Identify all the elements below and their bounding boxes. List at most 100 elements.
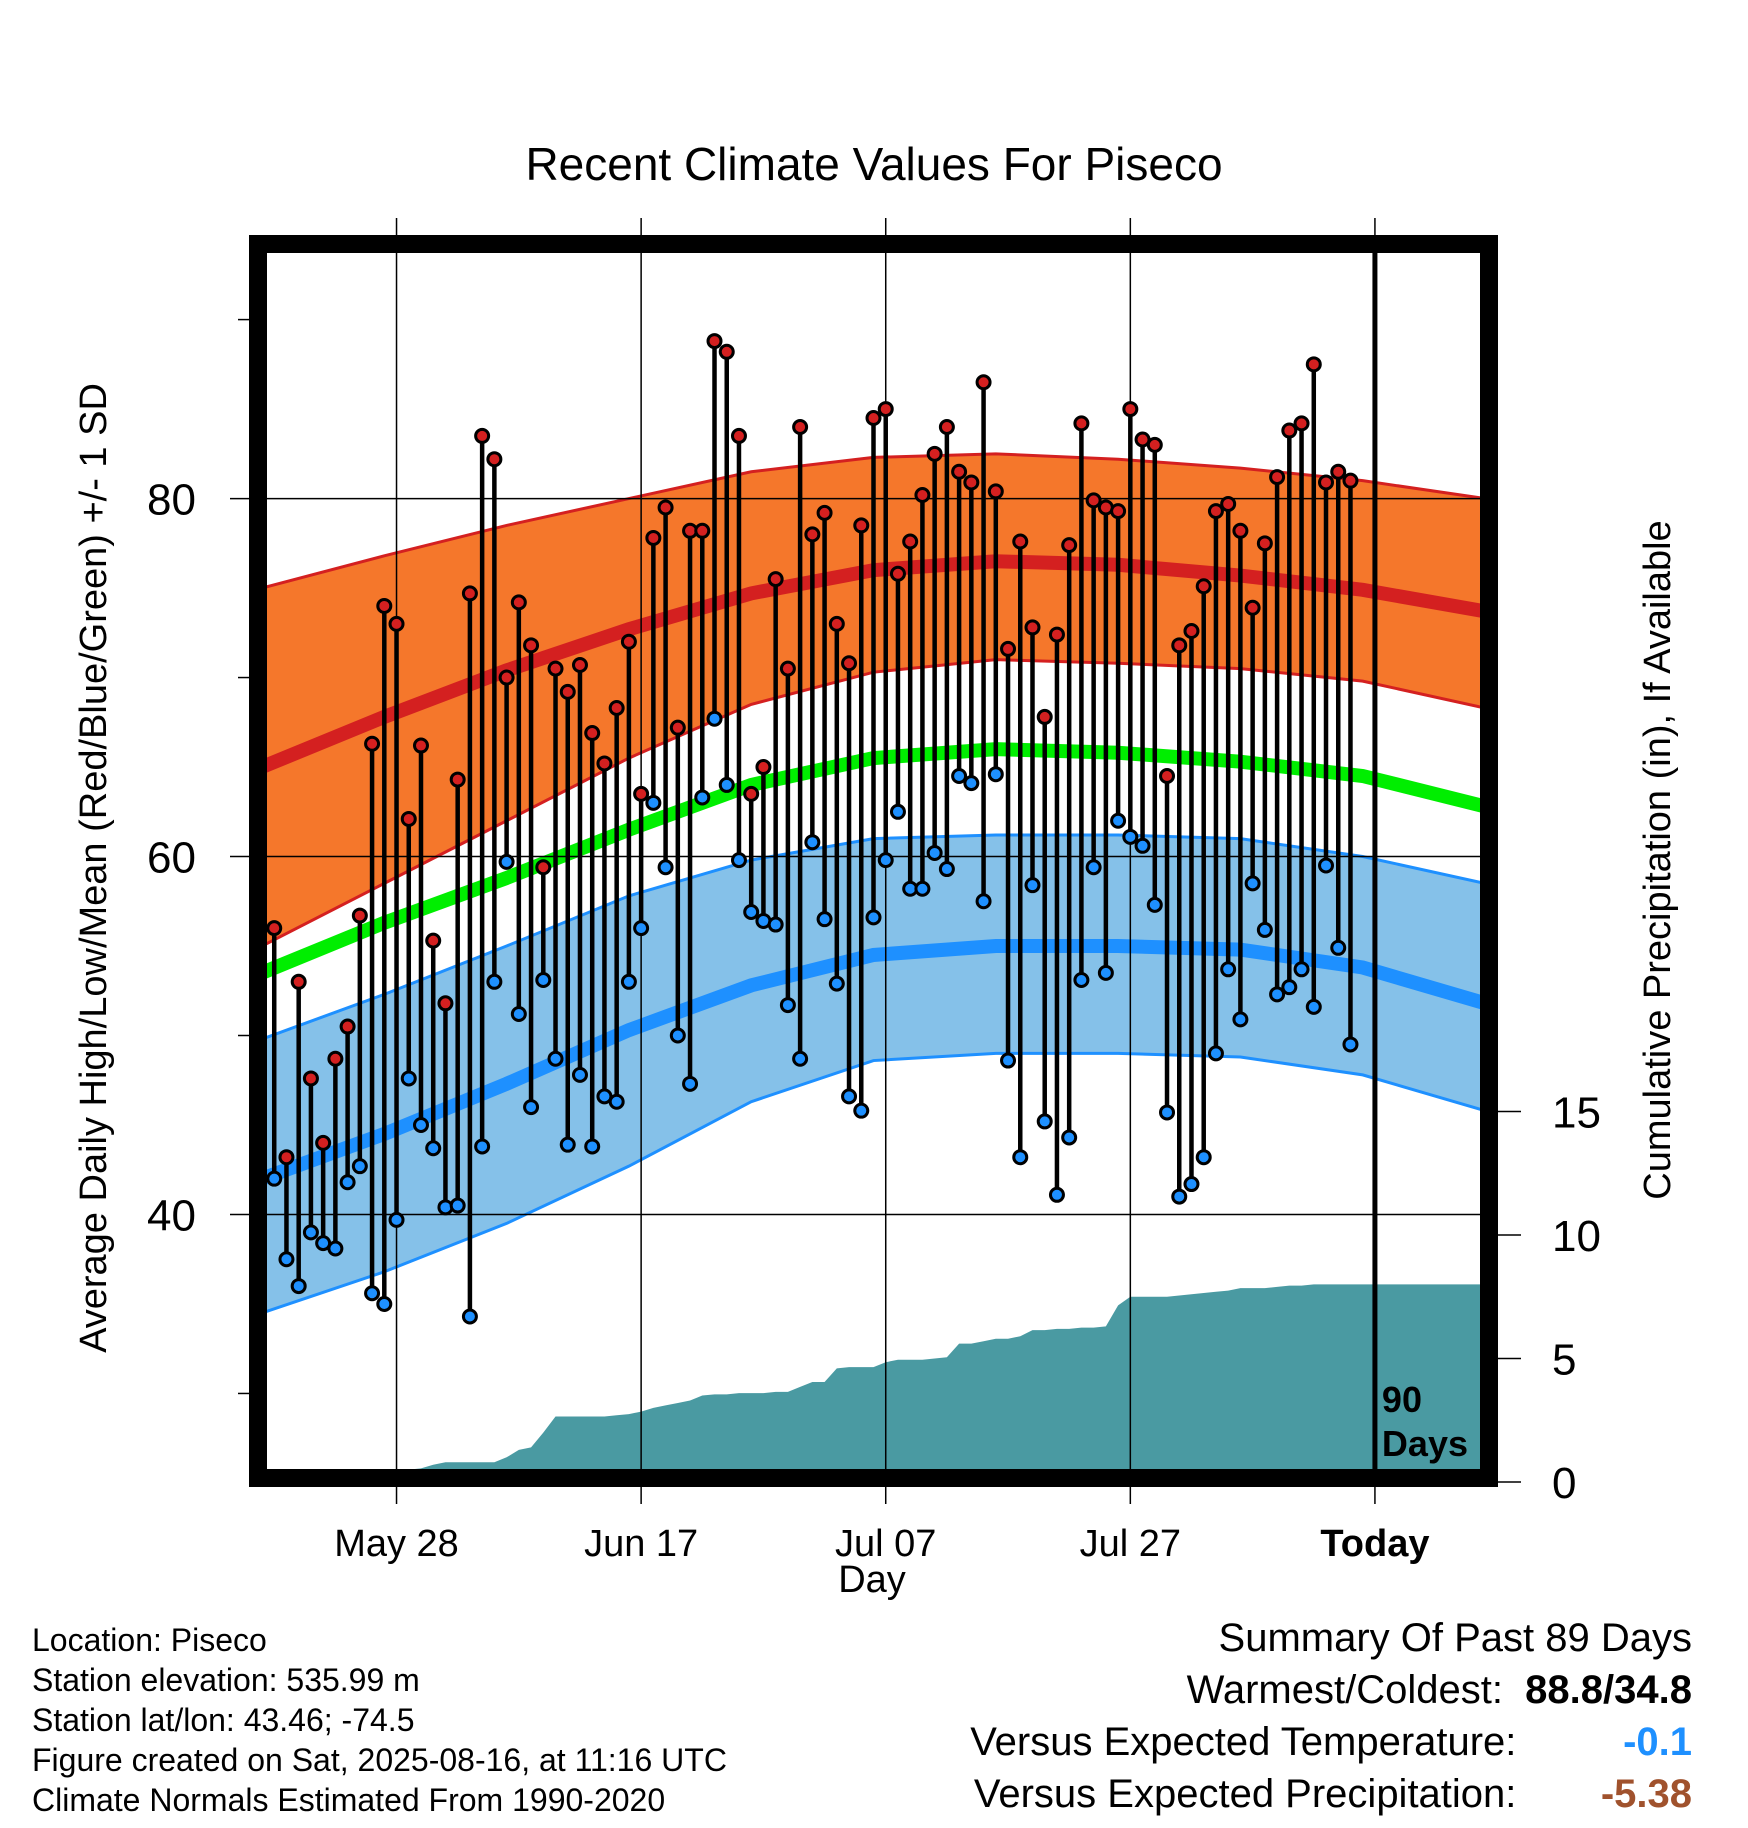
daily-high-point: [1085, 492, 1102, 509]
y-right-tick-label: 0: [1552, 1459, 1576, 1508]
daily-high-point: [1220, 495, 1237, 512]
daily-low-point: [841, 1088, 858, 1105]
daily-high-point: [633, 785, 650, 802]
daily-high-point: [1122, 401, 1139, 418]
daily-low-point: [266, 1170, 283, 1187]
daily-low-point: [694, 789, 711, 806]
daily-low-point: [474, 1138, 491, 1155]
daily-low-point: [938, 861, 955, 878]
daily-high-point: [889, 565, 906, 582]
chart-title: Recent Climate Values For Piseco: [525, 138, 1222, 190]
daily-low-point: [779, 997, 796, 1014]
temp-label: Versus Expected Temperature:: [970, 1720, 1517, 1764]
daily-high-point: [302, 1070, 319, 1087]
daily-low-point: [388, 1211, 405, 1228]
daily-high-point: [523, 637, 540, 654]
y-left-tick-label: 80: [147, 476, 196, 525]
daily-high-point: [400, 810, 417, 827]
daily-low-point: [339, 1174, 356, 1191]
daily-high-point: [1146, 436, 1163, 453]
daily-low-point: [327, 1240, 344, 1257]
info-normals: Climate Normals Estimated From 1990-2020: [32, 1782, 666, 1818]
daily-high-point: [743, 785, 760, 802]
daily-high-point: [779, 660, 796, 677]
daily-high-point: [853, 517, 870, 534]
daily-low-point: [804, 834, 821, 851]
daily-low-point: [1195, 1149, 1212, 1166]
daily-low-point: [1269, 986, 1286, 1003]
daily-high-point: [1207, 503, 1224, 520]
daily-low-point: [828, 975, 845, 992]
daily-high-point: [1232, 522, 1249, 539]
daily-high-point: [1110, 503, 1127, 520]
daily-high-point: [608, 699, 625, 716]
daily-high-point: [474, 427, 491, 444]
daily-high-point: [706, 333, 723, 350]
daily-high-point: [1000, 640, 1017, 657]
daily-high-point: [1281, 422, 1298, 439]
daily-low-point: [302, 1224, 319, 1241]
daily-low-point: [1024, 877, 1041, 894]
summary-precip: Versus Expected Precipitation: -5.38: [792, 1768, 1692, 1820]
info-created: Figure created on Sat, 2025-08-16, at 11…: [32, 1742, 727, 1778]
daily-low-point: [1036, 1113, 1053, 1130]
daily-high-point: [1318, 474, 1335, 491]
daily-low-point: [987, 766, 1004, 783]
info-elevation: Station elevation: 535.99 m: [32, 1662, 420, 1698]
daily-low-point: [730, 852, 747, 869]
daily-high-point: [902, 533, 919, 550]
daily-high-point: [1293, 415, 1310, 432]
daily-low-point: [1122, 828, 1139, 845]
daily-low-point: [1330, 939, 1347, 956]
daily-high-point: [1244, 599, 1261, 616]
daily-high-point: [804, 526, 821, 543]
daily-low-point: [523, 1099, 540, 1116]
daily-low-point: [877, 852, 894, 869]
daily-high-point: [1036, 708, 1053, 725]
daily-low-point: [718, 776, 735, 793]
daily-high-point: [327, 1050, 344, 1067]
daily-low-point: [376, 1295, 393, 1312]
y-right-tick-label: 5: [1552, 1336, 1576, 1385]
daily-high-point: [1012, 533, 1029, 550]
daily-high-point: [278, 1149, 295, 1166]
y-axis-left-label: Average Daily High/Low/Mean (Red/Blue/Gr…: [73, 383, 115, 1353]
precip-label: Versus Expected Precipitation:: [973, 1772, 1517, 1816]
daily-low-point: [1244, 875, 1261, 892]
daily-high-point: [877, 401, 894, 418]
daily-high-point: [510, 594, 527, 611]
daily-high-point: [730, 427, 747, 444]
daily-low-point: [1342, 1036, 1359, 1053]
x-tick-label: Jul 07: [835, 1523, 936, 1565]
x-tick-label: Today: [1320, 1523, 1429, 1565]
station-info: Location: Piseco Station elevation: 535.…: [32, 1620, 727, 1820]
daily-low-point: [914, 880, 931, 897]
daily-high-point: [975, 374, 992, 391]
daily-low-point: [975, 893, 992, 910]
daily-high-point: [1342, 472, 1359, 489]
daily-low-point: [706, 710, 723, 727]
summary-warm-cold: Warmest/Coldest: 88.8/34.8: [792, 1664, 1692, 1716]
daily-high-point: [718, 343, 735, 360]
daily-high-point: [816, 504, 833, 521]
info-location: Location: Piseco: [32, 1622, 267, 1658]
daily-high-point: [694, 522, 711, 539]
daily-low-point: [682, 1075, 699, 1092]
daily-low-point: [1171, 1188, 1188, 1205]
daily-low-point: [400, 1070, 417, 1087]
summary-heading: Summary Of Past 89 Days: [1218, 1616, 1692, 1660]
daily-low-point: [1110, 812, 1127, 829]
daily-low-point: [1048, 1186, 1065, 1203]
daily-low-point: [816, 911, 833, 928]
daily-low-point: [486, 973, 503, 990]
x-tick-label: Jun 17: [584, 1523, 698, 1565]
y-right-tick-label: 15: [1552, 1089, 1601, 1138]
daily-low-point: [889, 803, 906, 820]
summary-temp: Versus Expected Temperature: -0.1: [792, 1716, 1692, 1768]
daily-high-point: [1256, 535, 1273, 552]
daily-high-point: [755, 759, 772, 776]
daily-high-point: [1073, 415, 1090, 432]
daily-high-point: [645, 529, 662, 546]
daily-low-point: [926, 844, 943, 861]
daily-high-point: [315, 1134, 332, 1151]
